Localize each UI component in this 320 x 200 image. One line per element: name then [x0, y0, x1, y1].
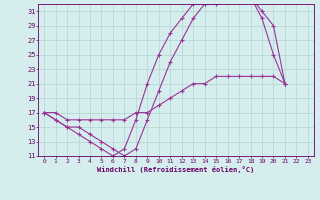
X-axis label: Windchill (Refroidissement éolien,°C): Windchill (Refroidissement éolien,°C)	[97, 166, 255, 173]
